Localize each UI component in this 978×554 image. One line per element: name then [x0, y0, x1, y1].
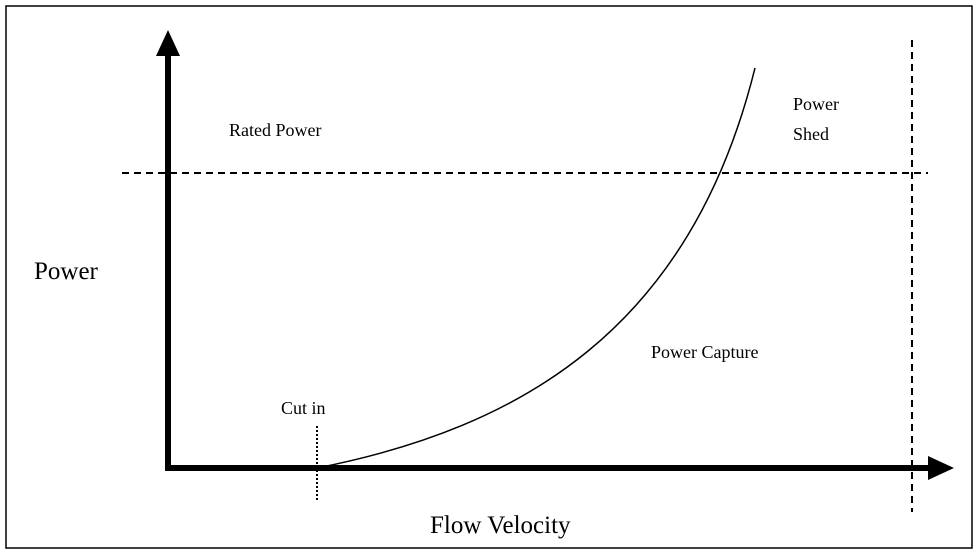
power-shed-label: Shed	[793, 124, 829, 144]
y-axis-label: Power	[34, 258, 99, 285]
x-axis-arrow	[928, 456, 954, 480]
y-axis-arrow	[156, 30, 180, 56]
rated-power-label: Rated Power	[229, 120, 321, 140]
power-shed-label: Power	[793, 94, 839, 114]
x-axis-label: Flow Velocity	[430, 512, 571, 539]
cut-in-label: Cut in	[281, 398, 326, 418]
power-curve	[316, 67, 756, 469]
power-capture-label: Power Capture	[651, 342, 758, 362]
